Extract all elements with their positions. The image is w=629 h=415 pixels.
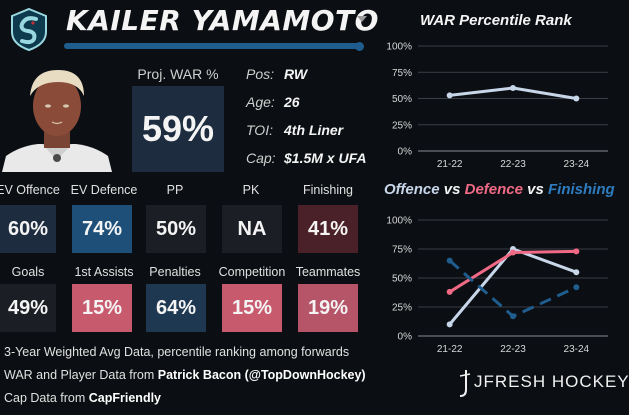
stat-label-pp: PP bbox=[166, 183, 184, 197]
stat-label-1st-assists: 1st Assists bbox=[74, 265, 134, 279]
stat-label-competition: Competition bbox=[218, 265, 286, 279]
x-tick-label: 22-23 bbox=[500, 344, 526, 355]
stat-box-finishing: 41% bbox=[298, 205, 358, 253]
stat-box-penalties: 64% bbox=[146, 284, 206, 332]
x-tick-label: 22-23 bbox=[500, 159, 526, 170]
caret-down-icon[interactable] bbox=[356, 14, 368, 24]
stat-box-1st-assists: 15% bbox=[72, 284, 132, 332]
y-tick-label: 100% bbox=[386, 216, 412, 227]
y-tick-label: 25% bbox=[392, 120, 412, 131]
y-tick-label: 75% bbox=[392, 245, 412, 256]
series-line bbox=[448, 259, 577, 318]
data-point bbox=[510, 313, 516, 320]
data-point bbox=[573, 269, 580, 276]
source-link: CapFriendly bbox=[88, 391, 162, 405]
war-chart-title: WAR Percentile Rank bbox=[420, 12, 572, 29]
stat-box-pp: 50% bbox=[146, 205, 206, 253]
war-percentile-chart: 0% 25% 50% 75% 100% 21-22 22-23 23-24 bbox=[386, 42, 608, 170]
stat-box-ev-offence: 60% bbox=[0, 205, 56, 253]
x-tick-label: 21-22 bbox=[437, 159, 463, 170]
footer-cap-source: Cap Data from CapFriendly bbox=[4, 391, 162, 405]
footer-note: 3-Year Weighted Avg Data, percentile ran… bbox=[4, 345, 350, 359]
data-point bbox=[510, 249, 516, 256]
name-underline-handle bbox=[355, 42, 364, 51]
source-link: Patrick Bacon (@TopDownHockey) bbox=[157, 368, 366, 382]
player-portrait bbox=[2, 70, 112, 172]
series-line bbox=[448, 247, 577, 326]
info-value: $1.5M x UFA bbox=[284, 150, 367, 166]
stat-label-teammates: Teammates bbox=[295, 265, 361, 279]
player-name: KAILER YAMAMOTO bbox=[66, 4, 379, 37]
info-value: 4th Liner bbox=[284, 122, 344, 138]
y-tick-label: 25% bbox=[392, 303, 412, 314]
y-tick-label: 0% bbox=[398, 332, 413, 343]
proj-war-value: 59% bbox=[132, 86, 224, 172]
brand-name: JFRESH HOCKEY bbox=[474, 372, 629, 391]
y-tick-label: 50% bbox=[392, 274, 412, 285]
ovd-chart-title: Offence vs Defence vs Finishing bbox=[384, 181, 615, 198]
info-label: Cap: bbox=[246, 150, 276, 166]
name-underline-bar bbox=[64, 43, 360, 49]
x-tick-label: 23-24 bbox=[564, 344, 590, 355]
footer-war-source: WAR and Player Data from Patrick Bacon (… bbox=[4, 368, 366, 382]
data-point bbox=[446, 92, 453, 99]
stat-box-goals: 49% bbox=[0, 284, 56, 332]
kraken-logo-icon bbox=[11, 7, 47, 52]
x-tick-label: 23-24 bbox=[564, 159, 590, 170]
y-tick-label: 0% bbox=[398, 147, 413, 158]
info-value: RW bbox=[284, 66, 308, 82]
stat-label-ev-defence: EV Defence bbox=[70, 183, 138, 197]
data-point bbox=[573, 284, 580, 291]
data-point bbox=[446, 288, 453, 295]
jfresh-logo-icon bbox=[459, 370, 471, 397]
stat-box-competition: 15% bbox=[222, 284, 282, 332]
stat-label-pk: PK bbox=[242, 183, 260, 197]
info-label: TOI: bbox=[246, 122, 273, 138]
ovd-chart: 0% 25% 50% 75% 100% 21-22 22-23 23-24 bbox=[386, 216, 608, 355]
y-tick-label: 75% bbox=[392, 68, 412, 79]
stat-box-teammates: 19% bbox=[298, 284, 358, 332]
data-point bbox=[446, 321, 453, 328]
stat-label-goals: Goals bbox=[11, 265, 45, 279]
series-line bbox=[448, 249, 577, 294]
stat-label-penalties: Penalties bbox=[149, 265, 201, 279]
info-label: Age: bbox=[246, 94, 275, 110]
y-tick-label: 100% bbox=[386, 42, 412, 53]
proj-war-label: Proj. WAR % bbox=[137, 66, 219, 82]
x-tick-label: 21-22 bbox=[437, 344, 463, 355]
stat-box-ev-defence: 74% bbox=[72, 205, 132, 253]
data-point bbox=[510, 85, 516, 91]
y-tick-label: 50% bbox=[392, 94, 412, 105]
stat-box-pk: NA bbox=[222, 205, 282, 253]
data-point bbox=[573, 248, 580, 255]
data-point bbox=[446, 257, 453, 264]
info-label: Pos: bbox=[246, 66, 275, 82]
stat-label-finishing: Finishing bbox=[302, 183, 354, 197]
info-value: 26 bbox=[284, 94, 300, 110]
data-point bbox=[573, 95, 580, 102]
stat-label-ev-offence: EV Offence bbox=[0, 183, 60, 197]
